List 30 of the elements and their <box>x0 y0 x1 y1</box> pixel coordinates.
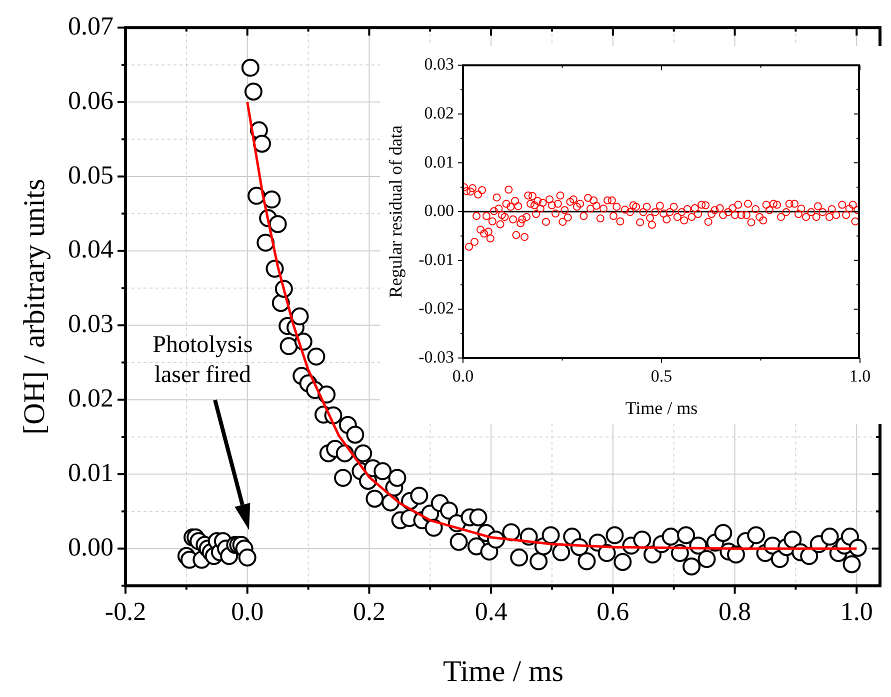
y-tick-label: 0.01 <box>424 152 454 172</box>
y-tick-label: 0.03 <box>68 309 114 338</box>
y-tick-label: 0.07 <box>68 11 114 40</box>
x-tick-label: 1.0 <box>840 597 873 626</box>
x-tick-label: 0.8 <box>718 597 752 626</box>
y-tick-label: -0.01 <box>418 250 454 269</box>
x-tick-label: 0.4 <box>474 597 508 626</box>
x-tick-label: 0.2 <box>352 597 386 626</box>
y-tick-label: 0.00 <box>68 532 114 562</box>
y-tick-label: 0.06 <box>68 86 114 115</box>
y-tick-label: 0.01 <box>68 458 114 487</box>
x-tick-label: 0.0 <box>231 597 264 626</box>
y-tick-label: 0.04 <box>68 234 114 264</box>
y-axis-title: [OH] / arbitrary units <box>18 178 51 435</box>
y-tick-label: -0.03 <box>418 347 454 366</box>
x-tick-label: 0.0 <box>452 366 474 386</box>
x-tick-label: -0.2 <box>104 597 146 626</box>
x-tick-label: 1.0 <box>849 366 871 386</box>
y-tick-label: 0.05 <box>68 160 114 190</box>
y-tick-label: -0.02 <box>418 298 454 318</box>
x-tick-label: 0.6 <box>596 597 630 626</box>
y-tick-label: 0.02 <box>68 384 114 413</box>
annotation: Photolysis laser fired <box>152 332 253 388</box>
x-axis-title: Time / ms <box>625 398 698 418</box>
y-axis-title: Regular residual of data <box>386 125 406 298</box>
y-tick-label: 0.00 <box>424 201 454 220</box>
y-tick-label: 0.02 <box>424 103 454 122</box>
x-axis-title: Time / ms <box>442 654 564 688</box>
y-tick-label: 0.03 <box>424 54 454 74</box>
x-tick-label: 0.5 <box>650 366 672 386</box>
